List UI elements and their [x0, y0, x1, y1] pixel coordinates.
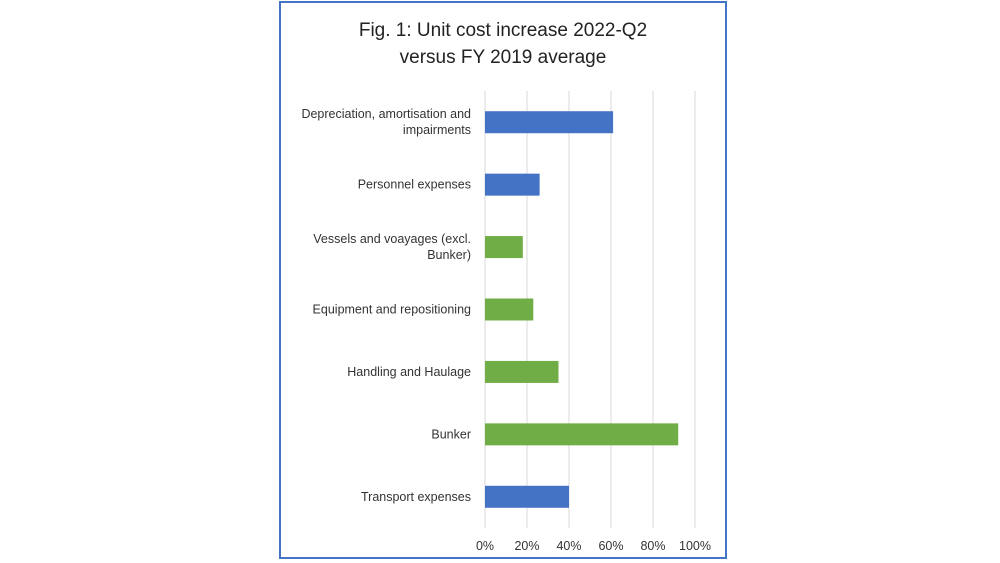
category-label-3: Equipment and repositioning: [313, 303, 471, 317]
x-tick-label-5: 100%: [679, 539, 711, 553]
chart-frame: Fig. 1: Unit cost increase 2022-Q2 versu…: [279, 1, 727, 559]
category-label-6: Transport expenses: [361, 490, 471, 504]
bar-6: [485, 485, 569, 508]
chart-title-line-1: Fig. 1: Unit cost increase 2022-Q2: [358, 20, 648, 41]
bar-3: [485, 298, 534, 321]
x-tick-label-2: 40%: [556, 539, 581, 553]
chart-title: Fig. 1: Unit cost increase 2022-Q2 versu…: [281, 17, 725, 71]
x-tick-label-0: 0%: [476, 539, 494, 553]
category-label-0: Depreciation, amortisation and impairment…: [301, 107, 471, 137]
category-label-1: Personnel expenses: [358, 178, 471, 192]
category-label-4: Handling and Haulage: [347, 365, 471, 379]
bar-2: [485, 236, 523, 259]
chart-title-line-2: versus FY 2019 average: [399, 47, 607, 68]
bar-1: [485, 173, 540, 196]
x-tick-label-1: 20%: [514, 539, 539, 553]
bar-5: [485, 423, 679, 446]
bar-chart: Depreciation, amortisation and impairment…: [301, 91, 711, 553]
bar-4: [485, 360, 559, 383]
category-label-2: Vessels and voayages (excl. Bunker): [313, 232, 471, 262]
x-tick-label-4: 80%: [640, 539, 665, 553]
bar-0: [485, 111, 614, 134]
category-label-5: Bunker: [431, 427, 471, 441]
x-tick-label-3: 60%: [598, 539, 623, 553]
